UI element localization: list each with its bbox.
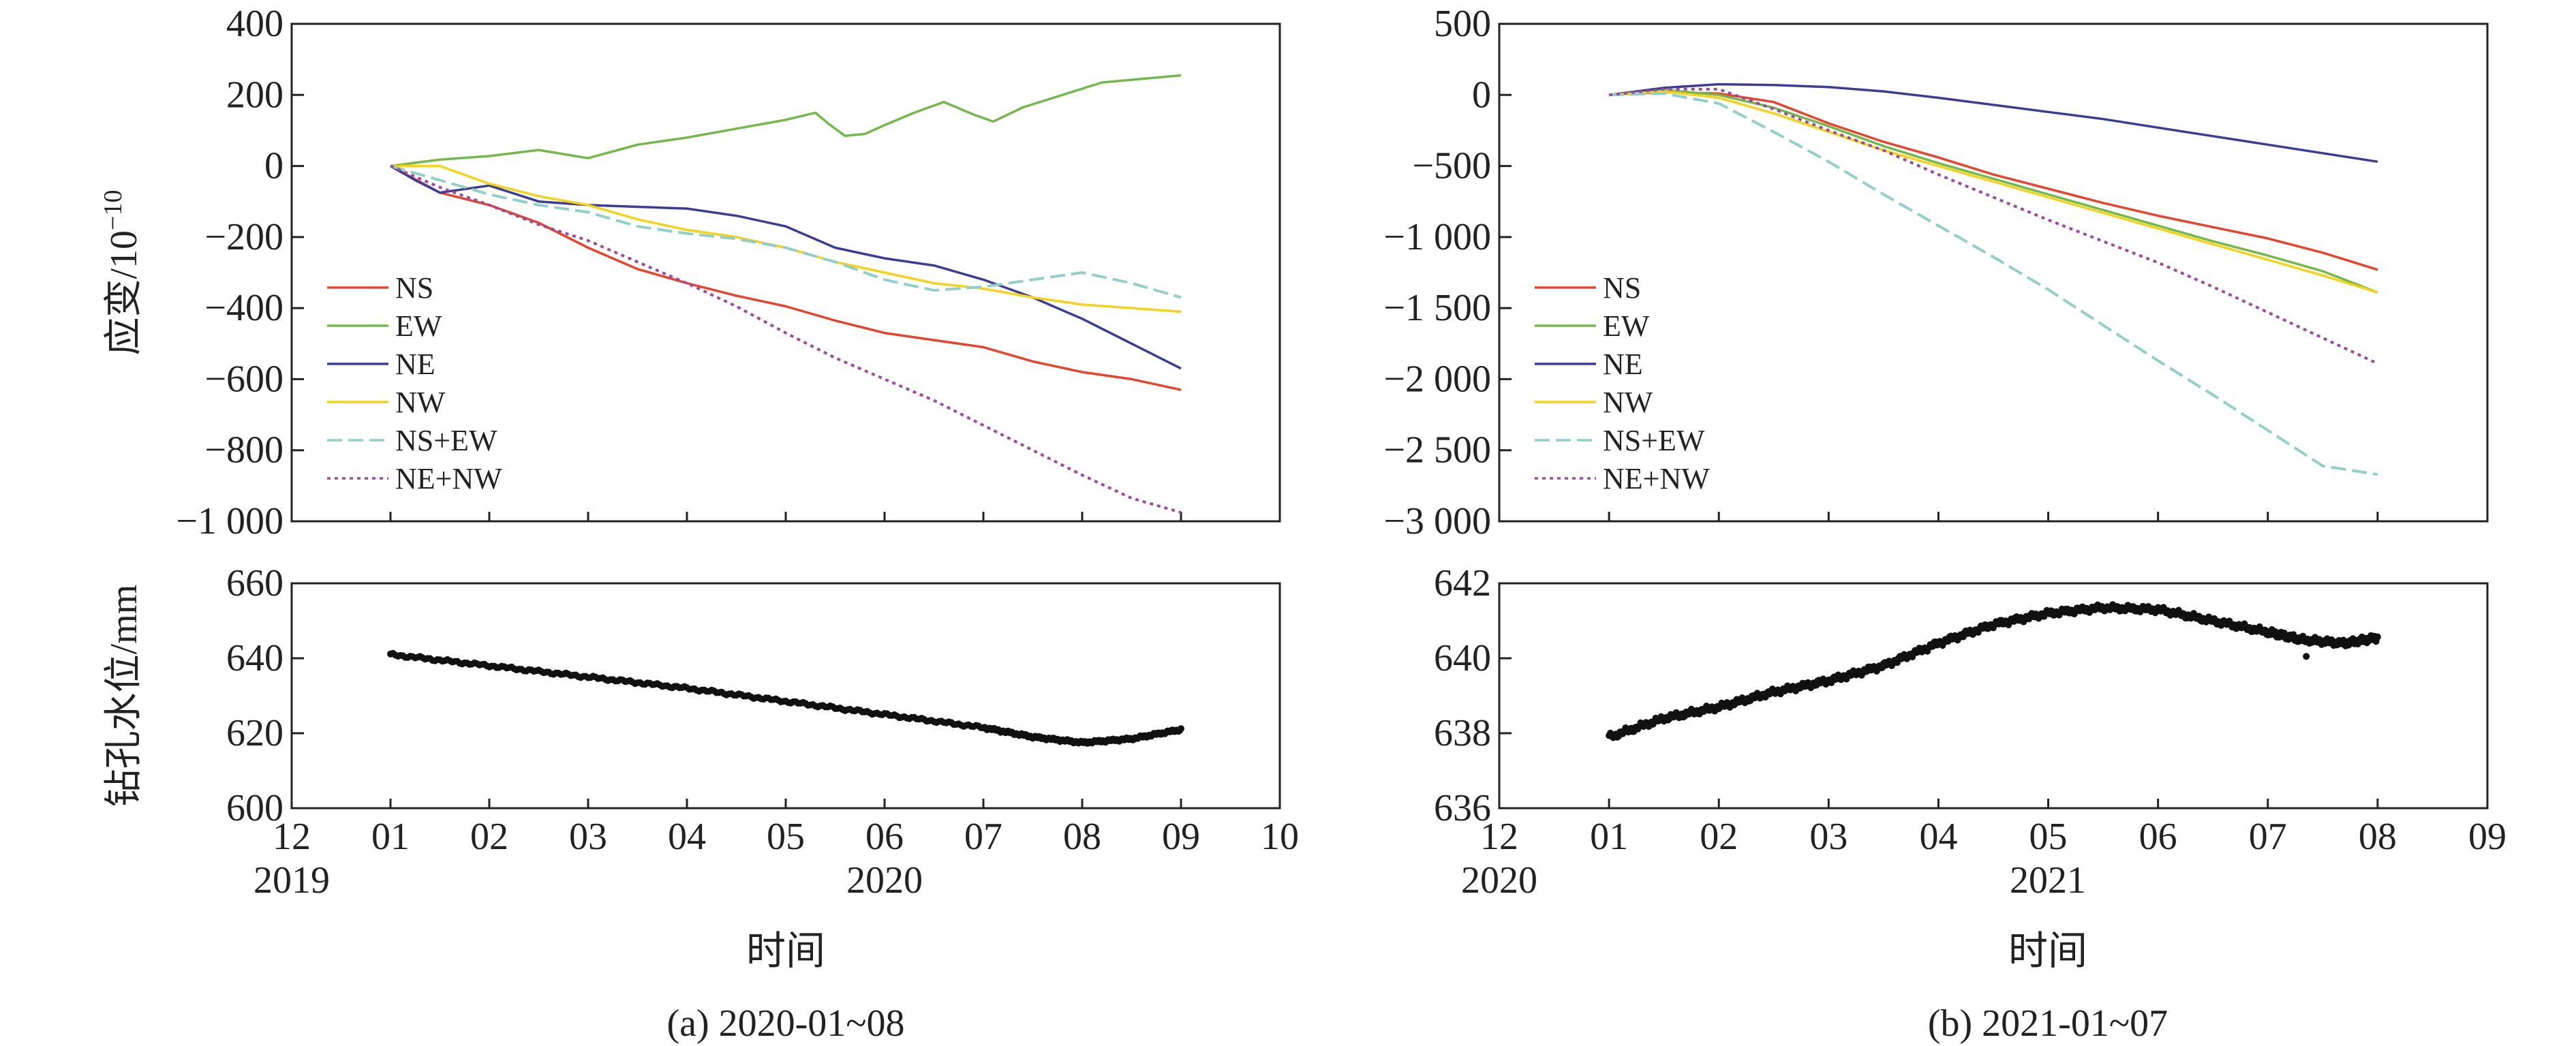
legend-label: NE+NW	[1603, 462, 1710, 495]
xtick-label: 02	[1700, 816, 1738, 858]
a-strain-frame	[290, 22, 1281, 523]
legend-label: EW	[1603, 309, 1650, 343]
ytick-label: −600	[204, 358, 283, 400]
b-xlabel: 时间	[2008, 929, 2087, 973]
ytick-label: −200	[204, 216, 283, 258]
water-level-point	[1178, 725, 1184, 733]
a-year-2020: 2020	[846, 859, 923, 902]
xtick-label: 03	[569, 816, 607, 858]
ytick-label: −2 000	[1383, 358, 1491, 400]
ytick-label: 640	[1434, 637, 1491, 679]
ytick-label: 638	[1434, 712, 1491, 754]
ytick-label: −800	[204, 429, 283, 472]
xtick-label: 01	[371, 816, 410, 858]
series-line-ne-plus-nw	[1608, 87, 2378, 365]
b-strain-ticks: 500 0 −500 −1 000 −1 500 −2 000 −2 500 −3 000	[1383, 3, 2379, 542]
xtick-label: 02	[470, 816, 508, 858]
a-water-ylabel: 钻孔水位/mm	[103, 585, 145, 807]
series-line-ns	[390, 165, 1182, 391]
xtick-label: 04	[668, 816, 706, 858]
a-strain-ylabel-exp: −10	[99, 190, 127, 230]
series-line-ne-plus-nw	[390, 164, 1182, 514]
ytick-label: 500	[1434, 3, 1491, 45]
xtick-label: 05	[767, 816, 805, 858]
series-line-ne	[1608, 82, 2378, 164]
legend-label: NW	[395, 386, 446, 419]
xtick-label: 04	[1919, 816, 1957, 858]
xtick-label: 01	[1590, 816, 1628, 858]
ytick-label: 600	[226, 787, 283, 829]
legend-label: NE	[395, 348, 435, 381]
ytick-label: 200	[226, 74, 283, 116]
ytick-label: 636	[1434, 787, 1491, 829]
series-line-ns-plus-ew	[390, 164, 1182, 299]
a-strain-ylabel-main: 应变/10	[103, 230, 145, 356]
b-strain-plot: NS EW NE NW NS+EW NE+NW	[1535, 82, 2378, 495]
water-level-point	[2374, 633, 2381, 641]
series-line-ew	[1608, 89, 2378, 294]
ytick-label: −1 000	[176, 500, 283, 542]
ytick-label: −3 000	[1383, 500, 1491, 542]
legend-label: EW	[395, 309, 442, 343]
a-xlabel: 时间	[746, 929, 825, 973]
b-year-2020: 2020	[1461, 859, 1537, 902]
b-water-frame	[1498, 582, 2489, 810]
legend-label: NW	[1603, 386, 1653, 419]
xtick-label: 10	[1261, 816, 1299, 858]
xtick-label: 03	[1809, 816, 1847, 858]
ytick-label: 400	[226, 3, 283, 45]
ytick-label: −500	[1412, 145, 1491, 187]
xtick-label: 05	[2029, 816, 2068, 858]
b-caption: (b) 2021-01~07	[1928, 1002, 2168, 1045]
ytick-label: 642	[1434, 562, 1491, 604]
b-year-2021: 2021	[2010, 859, 2086, 902]
a-water-plot	[387, 649, 1184, 747]
ytick-label: 620	[226, 712, 283, 754]
xtick-label: 06	[2139, 816, 2177, 858]
xtick-label: 09	[2468, 816, 2506, 858]
series-line-ns-plus-ew	[1609, 92, 2378, 476]
xtick-label: 12	[273, 816, 311, 858]
a-strain-ylabel: 应变/10−10	[99, 190, 145, 356]
series-line-nw	[1608, 90, 2378, 294]
xtick-label: 09	[1162, 816, 1200, 858]
ytick-label: 660	[226, 562, 283, 604]
legend-label: NS	[395, 271, 433, 305]
legend-label: NE+NW	[395, 462, 502, 495]
xtick-label: 08	[2359, 816, 2397, 858]
xtick-label: 07	[964, 816, 1002, 858]
ytick-label: −1 500	[1383, 287, 1491, 329]
xtick-label: 07	[2249, 816, 2287, 858]
a-water-frame	[290, 582, 1281, 810]
a-strain-ticks: 400 200 0 −200 −400 −600 −800 −1 000	[176, 3, 1182, 542]
water-level-outlier	[2303, 653, 2310, 660]
a-strain-plot: NS EW NE NW NS+EW NE+NW	[327, 74, 1182, 514]
xtick-label: 06	[865, 816, 904, 858]
a-caption: (a) 2020-01~08	[666, 1002, 904, 1045]
xtick-label: 08	[1063, 816, 1101, 858]
legend-label: NS+EW	[1603, 424, 1705, 457]
ytick-label: 0	[1472, 74, 1491, 116]
legend-label: NS	[1603, 271, 1641, 305]
legend-label: NS+EW	[395, 424, 497, 457]
ytick-label: 0	[264, 145, 283, 187]
ytick-label: −2 500	[1383, 429, 1491, 472]
ytick-label: −1 000	[1383, 216, 1491, 258]
panel-b: 500 0 −500 −1 000 −1 500 −2 000 −2 500 −3 000 N…	[1383, 3, 2506, 1045]
series-line-ne	[390, 165, 1182, 370]
a-year-2019: 2019	[254, 859, 330, 902]
legend-label: NE	[1603, 348, 1643, 381]
series-line-nw	[390, 164, 1182, 313]
ytick-label: −400	[204, 287, 283, 329]
b-water-plot	[1606, 601, 2381, 741]
xtick-label: 12	[1480, 816, 1518, 858]
series-line-ew	[390, 74, 1182, 168]
b-strain-frame	[1498, 22, 2489, 523]
ytick-label: 640	[226, 637, 283, 679]
